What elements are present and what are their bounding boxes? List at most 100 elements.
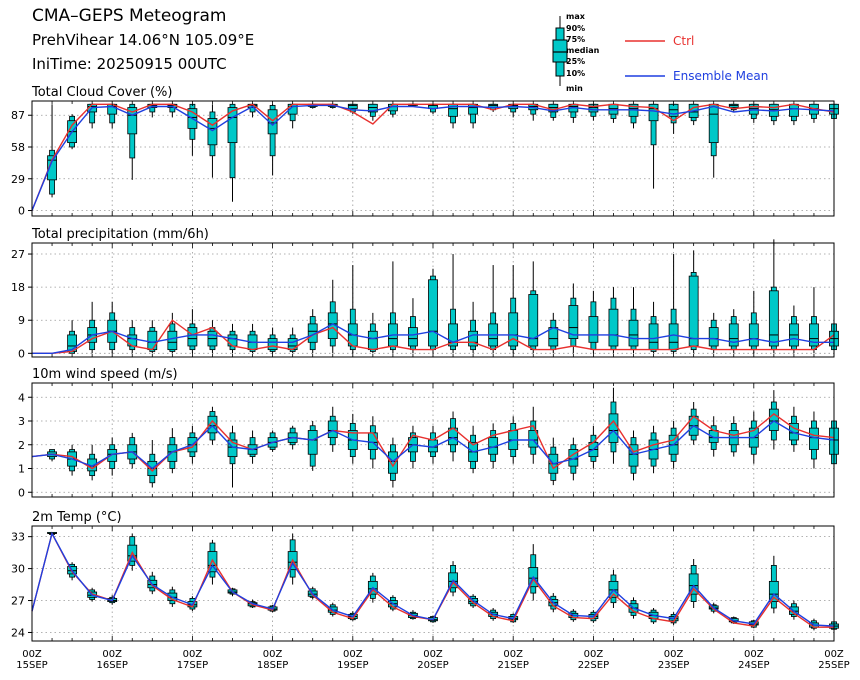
- box-step-21: [448, 103, 458, 129]
- box-step-33: [688, 559, 699, 608]
- x-label-time: 00Z: [183, 649, 203, 660]
- x-label-time: 00Z: [664, 649, 684, 660]
- y-tick-label: 0: [18, 486, 25, 499]
- box-inner: [568, 305, 579, 340]
- box-step-8: [187, 309, 198, 354]
- ensemble-mean-line: [31, 531, 835, 627]
- box-step-9: [207, 104, 218, 178]
- legend-box-label: 10%: [566, 69, 585, 78]
- box-inner: [167, 444, 178, 462]
- box-step-37: [768, 555, 779, 614]
- x-label-date: 24SEP: [738, 660, 769, 671]
- box-inner: [768, 408, 779, 431]
- box-step-30: [628, 430, 639, 481]
- box-step-39: [809, 103, 819, 123]
- box-step-19: [408, 298, 418, 354]
- box-inner: [327, 420, 338, 439]
- box-step-23: [488, 265, 499, 354]
- box-step-22: [468, 103, 479, 129]
- box-step-13: [287, 103, 298, 129]
- box-step-7: [167, 428, 178, 474]
- box-step-25: [528, 544, 539, 601]
- box-step-20: [428, 425, 438, 464]
- panel-3: 10m wind speed (m/s) 0 1 2 3 4: [18, 367, 839, 499]
- box-step-25: [528, 261, 539, 354]
- y-tick-label: 27: [11, 595, 25, 608]
- box-inner: [628, 444, 639, 467]
- x-label-time: 00Z: [744, 649, 764, 660]
- box-inner: [768, 290, 779, 347]
- box-step-29: [608, 569, 619, 608]
- y-tick-label: 9: [18, 314, 25, 327]
- box-step-22: [468, 301, 479, 354]
- box-step-5: [127, 103, 138, 180]
- box-step-9: [207, 539, 218, 585]
- box-step-38: [789, 305, 799, 354]
- box-inner: [688, 573, 699, 595]
- x-label-time: 00Z: [343, 649, 363, 660]
- box-step-38: [789, 103, 799, 126]
- time-axis: 00Z15SEP00Z16SEP00Z17SEP00Z18SEP00Z19SEP…: [16, 649, 849, 671]
- y-tick-label: 2: [18, 439, 25, 452]
- y-tick-label: 1: [18, 463, 25, 476]
- ensemble-mean-line: [32, 323, 834, 354]
- y-tick-label: 29: [11, 173, 25, 186]
- box-inner: [789, 422, 799, 441]
- x-label-date: 20SEP: [417, 660, 448, 671]
- box-inner: [708, 327, 719, 347]
- box-inner: [107, 449, 118, 462]
- box-inner: [207, 415, 218, 434]
- box-step-39: [809, 411, 819, 469]
- box-step-3: [87, 301, 98, 354]
- box-inner: [508, 312, 519, 347]
- box-inner: [47, 155, 57, 181]
- box-inner: [307, 430, 318, 455]
- box-inner: [227, 107, 238, 144]
- box-step-34: [708, 103, 719, 178]
- panel-4: 2m Temp (°C) 24 27 30 33: [11, 510, 839, 642]
- x-label-date: 18SEP: [257, 660, 288, 671]
- box-inner: [528, 430, 539, 448]
- y-tick-label: 30: [11, 563, 25, 576]
- box-step-29: [608, 103, 619, 123]
- x-label-time: 00Z: [824, 649, 844, 660]
- x-label-time: 00Z: [503, 649, 523, 660]
- legend-box-label: max: [566, 12, 586, 21]
- box-step-36: [748, 290, 759, 354]
- box-inner: [468, 330, 479, 347]
- legend-box-label: 90%: [566, 24, 585, 33]
- box-step-34: [708, 312, 719, 354]
- box-inner: [628, 319, 639, 347]
- x-label-date: 22SEP: [578, 660, 609, 671]
- y-tick-label: 18: [11, 281, 25, 294]
- box-step-17: [367, 103, 378, 121]
- box-inner: [648, 103, 659, 122]
- box-inner: [648, 323, 659, 351]
- box-step-35: [728, 103, 739, 112]
- box-step-10: [227, 425, 238, 488]
- box-step-21: [448, 254, 458, 354]
- box-step-28: [588, 290, 599, 354]
- box-inner: [608, 413, 619, 443]
- x-label-date: 21SEP: [497, 660, 528, 671]
- box-step-6: [147, 571, 158, 595]
- panel-2: Total precipitation (mm/6h) 0 9 18 27: [11, 227, 839, 360]
- ctrl-series-line: [32, 319, 835, 354]
- box-step-9: [207, 320, 218, 354]
- legend-ctrl-label: Ctrl: [673, 34, 694, 48]
- box-inner: [789, 103, 799, 117]
- box-inner: [448, 323, 458, 347]
- box-step-14: [307, 421, 318, 471]
- box-inner: [227, 334, 238, 347]
- box-inner: [367, 103, 378, 113]
- y-tick-label: 3: [18, 415, 25, 428]
- box-step-31: [648, 103, 659, 189]
- box-step-37: [768, 390, 779, 450]
- box-step-30: [628, 103, 639, 129]
- box-inner: [748, 323, 759, 347]
- box-step-12: [267, 327, 278, 354]
- legend-box-label: 75%: [566, 35, 585, 44]
- box-step-3: [87, 444, 98, 481]
- box-inner: [668, 323, 679, 351]
- x-label-date: 15SEP: [16, 660, 47, 671]
